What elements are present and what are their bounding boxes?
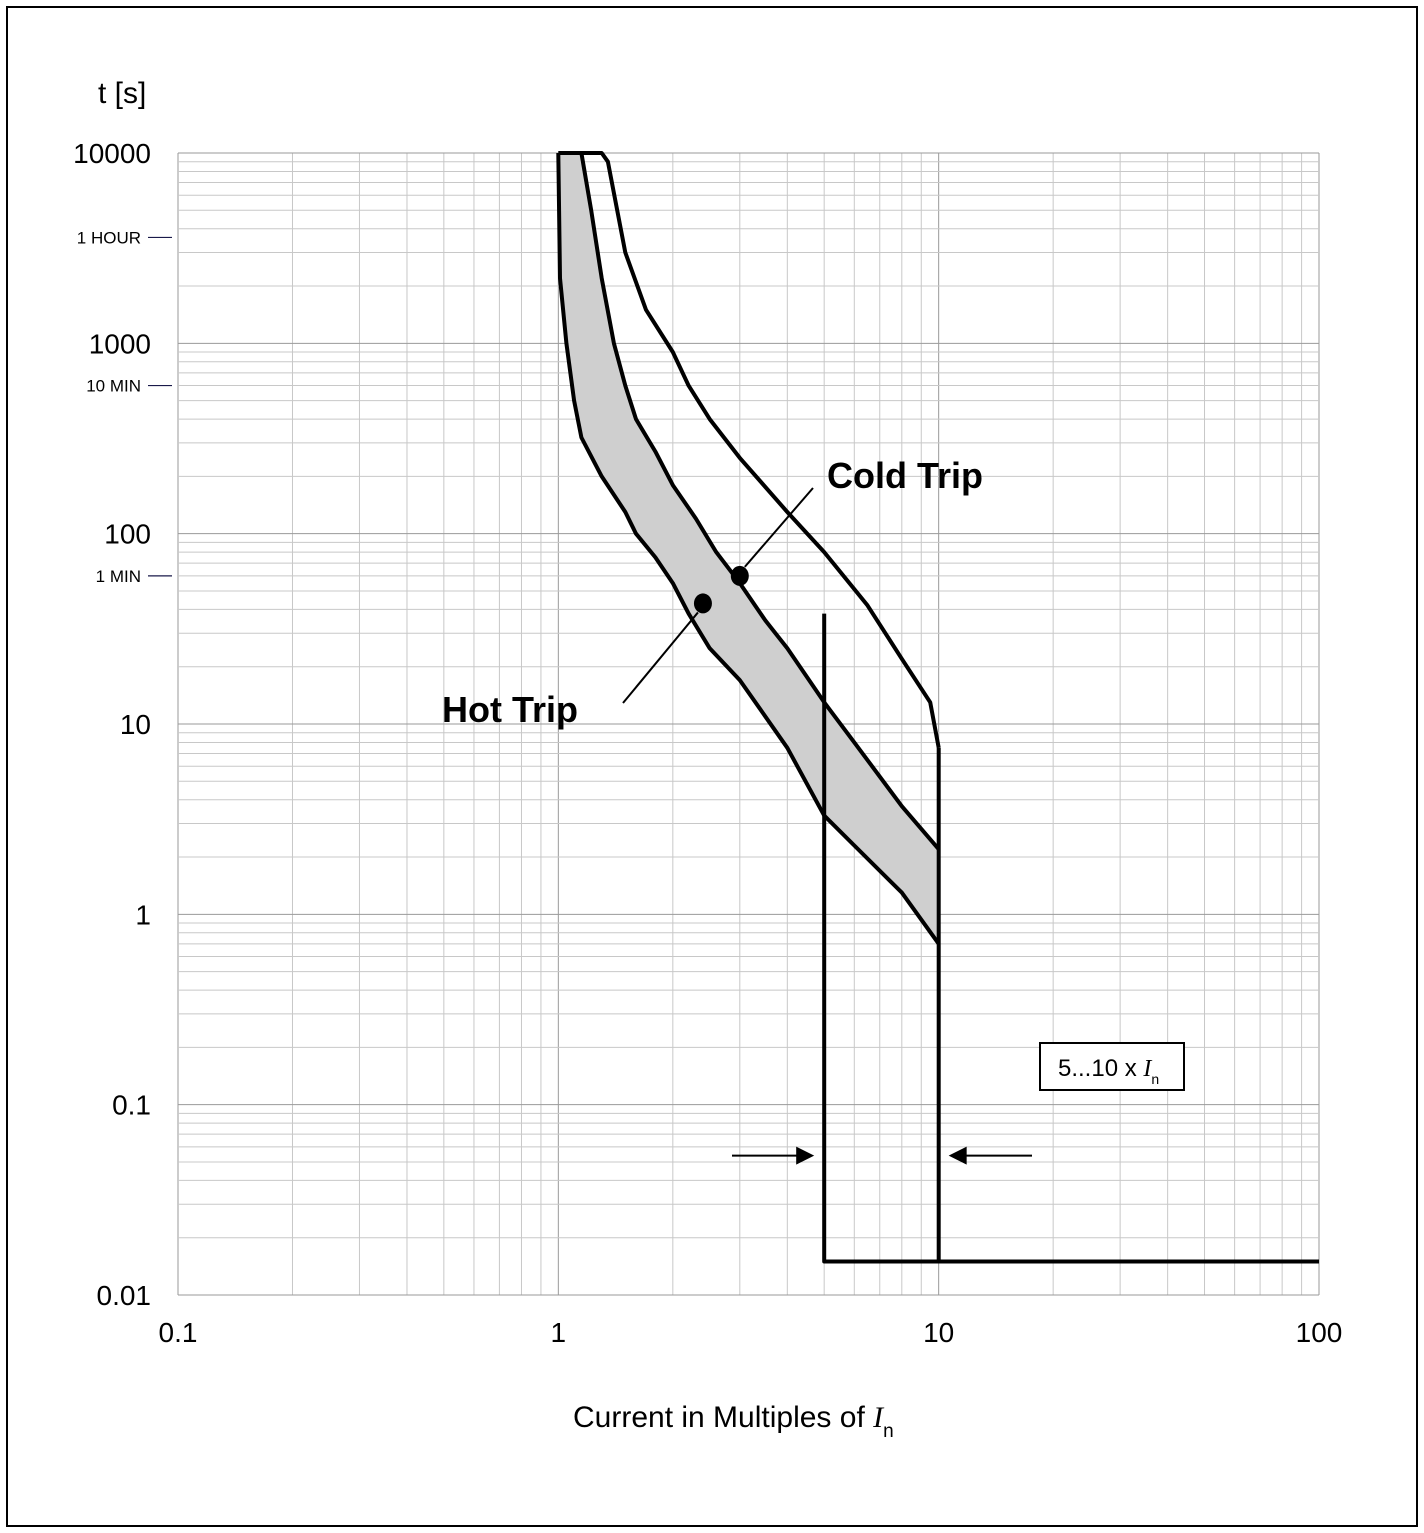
y-tick-label: 100 bbox=[104, 519, 151, 550]
cold-trip-marker bbox=[730, 565, 749, 586]
x-axis-title: Current in Multiples of In bbox=[573, 1401, 894, 1442]
x-tick-labels: 0.1 1 10 100 bbox=[159, 1317, 1343, 1348]
y-tick-label: 1 bbox=[135, 899, 151, 930]
curve-cold bbox=[558, 151, 941, 749]
x-tick-label: 0.1 bbox=[159, 1317, 198, 1348]
y-tick-label: 1000 bbox=[89, 328, 151, 359]
range-arrow-right-head bbox=[948, 1146, 967, 1165]
x-axis-title-subscript: n bbox=[883, 1421, 894, 1442]
hot-trip-label: Hot Trip bbox=[442, 689, 578, 730]
time-reference-label: 1 HOUR bbox=[77, 228, 141, 247]
curve-hot-right bbox=[579, 152, 941, 851]
time-reference-label: 10 MIN bbox=[86, 377, 141, 396]
cold-trip-label: Cold Trip bbox=[827, 455, 983, 496]
x-axis-title-text: Current in Multiples of bbox=[573, 1401, 873, 1434]
curve-short-circuit bbox=[822, 613, 1319, 1264]
range-text: 5...10 x In bbox=[1058, 1055, 1159, 1087]
range-note: 5...10 x In bbox=[1039, 1042, 1185, 1091]
y-axis-title: t [s] bbox=[98, 77, 146, 110]
range-box bbox=[1039, 1042, 1185, 1091]
grid bbox=[177, 152, 1320, 1296]
range-arrow-left-head bbox=[796, 1146, 815, 1165]
chart-frame bbox=[6, 6, 1418, 1527]
range-symbol: I bbox=[1142, 1056, 1152, 1082]
time-references: 1 HOUR 10 MIN 1 MIN bbox=[77, 228, 172, 586]
x-axis-title-symbol: I bbox=[872, 1401, 885, 1434]
x-tick-label: 100 bbox=[1296, 1317, 1343, 1348]
y-tick-label: 0.01 bbox=[97, 1280, 152, 1311]
hot-trip-marker bbox=[693, 593, 712, 614]
hot-trip-band bbox=[558, 153, 939, 944]
hot-trip-band-area bbox=[558, 153, 939, 944]
y-tick-labels: 0.01 0.1 1 10 100 1000 10000 bbox=[73, 138, 151, 1311]
hot-trip-leader bbox=[622, 611, 699, 704]
x-tick-label: 10 bbox=[923, 1317, 954, 1348]
time-reference-label: 1 MIN bbox=[96, 567, 141, 586]
y-tick-label: 10 bbox=[120, 709, 151, 740]
range-prefix: 5...10 x bbox=[1058, 1055, 1143, 1082]
range-subscript: n bbox=[1151, 1071, 1159, 1087]
cold-trip-leader bbox=[744, 487, 814, 568]
x-tick-label: 1 bbox=[551, 1317, 567, 1348]
curves bbox=[556, 151, 1319, 1264]
curve-hot-left bbox=[556, 152, 941, 945]
annotations: Cold Trip Hot Trip bbox=[442, 455, 1032, 1165]
y-tick-label: 10000 bbox=[73, 138, 151, 169]
y-tick-label: 0.1 bbox=[112, 1090, 151, 1121]
